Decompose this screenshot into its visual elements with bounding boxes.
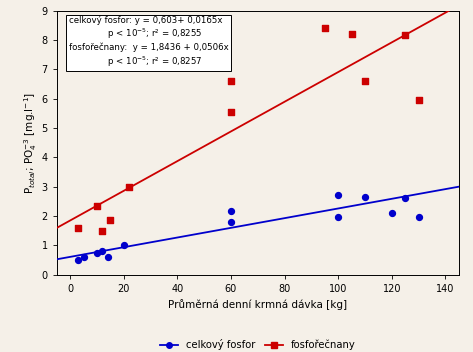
- Point: [106, 218, 114, 223]
- Point: [361, 194, 369, 200]
- Text: celkový fosfor: y = 0,603+ 0,0165x
              p < 10$^{-5}$; r² = 0,8255
fosf: celkový fosfor: y = 0,603+ 0,0165x p < 1…: [69, 16, 228, 69]
- Point: [98, 228, 106, 233]
- Point: [415, 215, 422, 220]
- Point: [334, 215, 342, 220]
- Point: [74, 257, 82, 263]
- Point: [125, 184, 133, 189]
- Point: [361, 78, 369, 84]
- Point: [415, 97, 422, 103]
- Y-axis label: P$_{total}$; PO$_4^{-3}$ [mg.l$^{-1}$]: P$_{total}$; PO$_4^{-3}$ [mg.l$^{-1}$]: [22, 92, 39, 194]
- Point: [402, 33, 409, 38]
- Point: [334, 193, 342, 198]
- Point: [227, 219, 235, 225]
- Legend: celkový fosfor, fosfořečnany: celkový fosfor, fosfořečnany: [156, 335, 360, 352]
- Point: [321, 25, 329, 31]
- Point: [74, 225, 82, 231]
- Point: [104, 254, 112, 260]
- Point: [227, 209, 235, 214]
- Point: [120, 243, 128, 248]
- Point: [98, 248, 106, 254]
- Point: [227, 78, 235, 84]
- Point: [80, 254, 88, 260]
- Point: [388, 210, 395, 216]
- Point: [348, 31, 355, 37]
- Point: [402, 195, 409, 201]
- Point: [93, 203, 101, 208]
- Point: [93, 250, 101, 256]
- Point: [227, 109, 235, 115]
- X-axis label: Průměrná denní krmná dávka [kg]: Průměrná denní krmná dávka [kg]: [168, 299, 347, 310]
